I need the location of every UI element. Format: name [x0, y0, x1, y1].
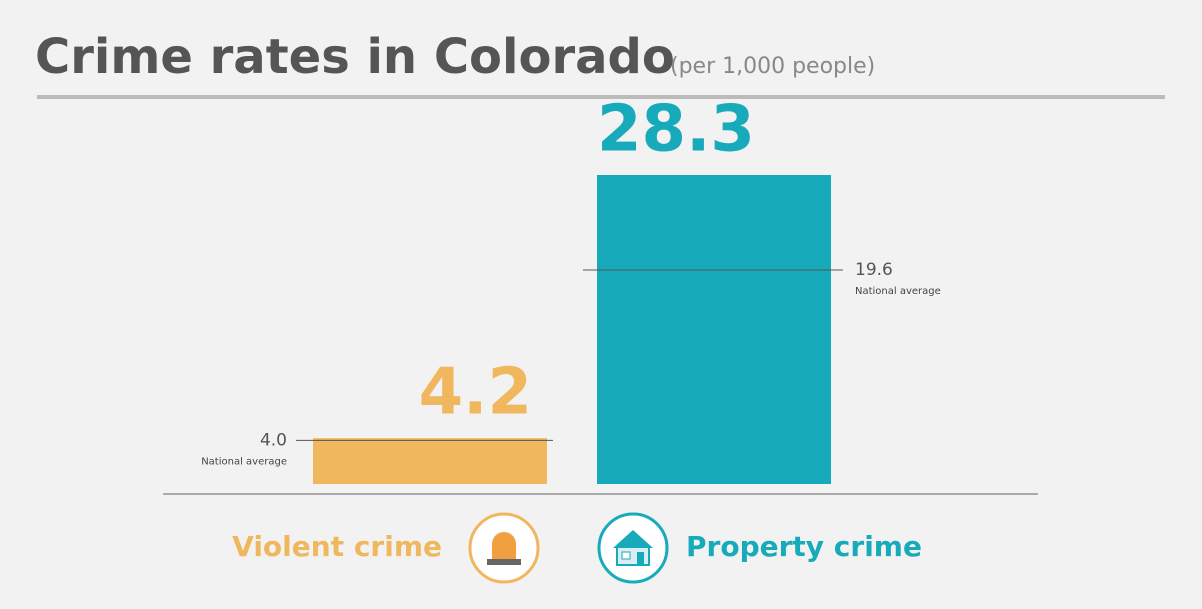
reference-value: 4.0	[260, 430, 287, 450]
category-label: Property crime	[686, 530, 922, 563]
category-label: Violent crime	[232, 530, 442, 563]
violent-icon	[468, 512, 540, 584]
value-label: 28.3	[597, 93, 755, 167]
bar	[313, 438, 547, 484]
bar	[597, 175, 831, 484]
reference-label: National average	[201, 456, 287, 467]
value-label: 4.2	[419, 356, 532, 430]
chart-title: Crime rates in Colorado	[35, 29, 675, 85]
property-icon	[597, 512, 669, 584]
chart-subtitle: (per 1,000 people)	[670, 54, 875, 79]
reference-label: National average	[855, 286, 941, 297]
reference-value: 19.6	[855, 260, 893, 280]
